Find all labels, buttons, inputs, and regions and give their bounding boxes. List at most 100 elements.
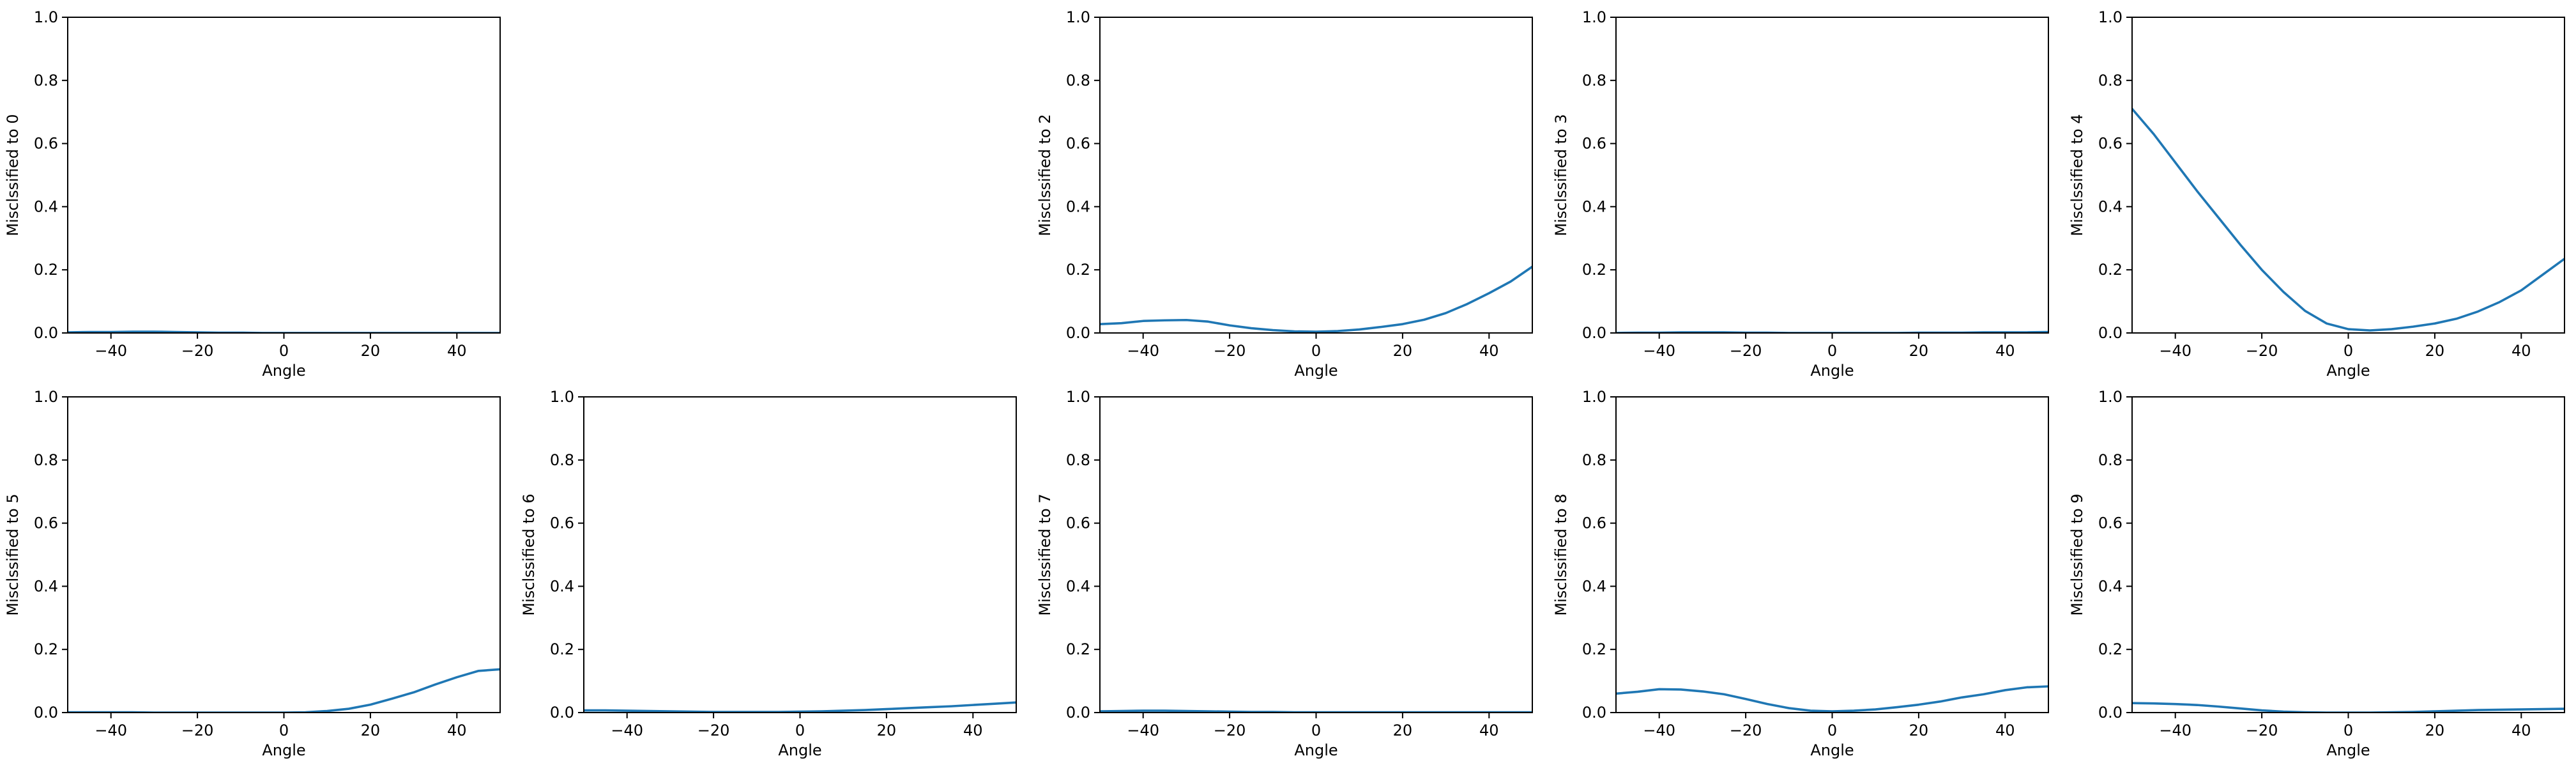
y-tick-label: 0.6 [1066,514,1090,532]
x-axis-label: Angle [1294,741,1338,759]
subplot-misclassified-2: −40 −20 0 20 40 0.0 0.2 0.4 0.6 0.8 1.0 Angle Miscls… [1036,8,1533,380]
y-tick-label: 0.0 [2098,704,2123,722]
plot-area [2132,397,2565,713]
series-line [584,701,1016,713]
x-tick-label: 40 [1995,722,2015,739]
y-axis-label: Misclssified to 7 [1036,493,1054,615]
y-tick-label: 0.4 [34,577,58,595]
y-tick-label: 0.4 [2098,577,2123,595]
y-tick-label: 0.2 [34,640,58,658]
subplot-misclassified-3: −40 −20 0 20 40 0.0 0.2 0.4 0.6 0.8 1.0 Angle Miscls… [1552,8,2049,380]
x-tick-label: −40 [2159,342,2191,360]
x-tick-label: −40 [1127,722,1159,739]
y-tick-label: 0.6 [34,135,58,153]
x-tick-label: 20 [361,342,381,360]
x-tick-label: 0 [2344,722,2353,739]
y-tick-label: 1.0 [1582,8,1606,26]
series-line [1100,265,1532,333]
x-tick-label: 0 [1311,722,1321,739]
plot-area [1100,17,1532,333]
x-axis-label: Angle [2326,741,2370,759]
subplot-misclassified-5: −40 −20 0 20 40 0.0 0.2 0.4 0.6 0.8 1.0 Angle Miscls… [4,388,501,759]
x-tick-label: 0 [279,722,289,739]
series-line [2132,702,2565,713]
y-tick-label: 1.0 [34,388,58,406]
y-tick-label: 0.4 [34,197,58,215]
x-tick-label: 40 [1479,722,1499,739]
x-axis-label: Angle [262,362,305,380]
y-tick-label: 0.4 [2098,197,2123,215]
y-tick-label: 1.0 [1582,388,1606,406]
y-axis-label: Misclssified to 3 [1552,114,1570,236]
y-axis-label: Misclssified to 6 [520,493,538,615]
y-tick-label: 0.2 [1066,261,1090,279]
x-tick-label: −20 [1214,722,1246,739]
y-tick-label: 0.6 [34,514,58,532]
subplot-misclassified-0: −40 −20 0 20 40 0.0 0.2 0.4 0.6 0.8 1.0 Angle Miscls… [4,8,501,380]
y-tick-label: 0.6 [2098,135,2123,153]
x-tick-label: 40 [963,722,983,739]
series-line [1616,685,2048,713]
x-tick-label: −40 [95,722,127,739]
y-tick-label: 0.4 [1582,197,1606,215]
subplot-misclassified-4: −40 −20 0 20 40 0.0 0.2 0.4 0.6 0.8 1.0 Angle Miscls… [2068,8,2565,380]
x-tick-label: −40 [2159,722,2191,739]
series-line [68,330,500,333]
y-tick-label: 0.8 [2098,451,2123,469]
x-tick-label: −20 [2246,722,2278,739]
y-tick-label: 0.0 [1582,324,1606,342]
y-tick-label: 0.6 [1582,135,1606,153]
x-tick-label: −20 [1730,722,1762,739]
y-tick-label: 0.2 [2098,640,2123,658]
y-axis-label: Misclssified to 2 [1036,114,1054,236]
y-axis-label: Misclssified to 4 [2068,114,2086,236]
y-tick-label: 0.8 [2098,72,2123,89]
x-tick-label: −20 [181,342,214,360]
x-axis-label: Angle [1810,362,1854,380]
x-tick-label: 20 [1393,342,1413,360]
x-tick-label: 40 [1995,342,2015,360]
x-tick-label: 0 [795,722,805,739]
y-tick-label: 0.2 [1582,261,1606,279]
subplot-misclassified-6: −40 −20 0 20 40 0.0 0.2 0.4 0.6 0.8 1.0 Angle Miscls… [520,388,1017,759]
x-tick-label: 20 [877,722,897,739]
y-tick-label: 0.4 [550,577,574,595]
y-tick-label: 1.0 [34,8,58,26]
x-tick-label: 0 [1827,342,1837,360]
x-tick-label: −40 [95,342,127,360]
x-tick-label: 40 [1479,342,1499,360]
x-tick-label: 40 [447,342,467,360]
x-tick-label: −40 [1643,722,1675,739]
y-tick-label: 0.8 [1582,451,1606,469]
subplot-misclassified-8: −40 −20 0 20 40 0.0 0.2 0.4 0.6 0.8 1.0 Angle Miscls… [1552,388,2049,759]
plot-area [68,397,500,713]
x-tick-label: 40 [2511,342,2531,360]
series-line [2132,107,2565,332]
x-tick-label: 20 [2425,722,2445,739]
y-tick-label: 0.0 [34,324,58,342]
y-tick-label: 0.4 [1582,577,1606,595]
x-tick-label: 0 [279,342,289,360]
x-tick-label: 20 [1909,722,1929,739]
x-tick-label: −20 [697,722,730,739]
plot-area [1616,397,2048,713]
y-axis-label: Misclssified to 0 [4,114,22,236]
y-tick-label: 0.2 [1066,640,1090,658]
y-tick-label: 0.0 [550,704,574,722]
y-tick-label: 0.4 [1066,577,1090,595]
y-tick-label: 0.0 [1066,324,1090,342]
x-axis-label: Angle [1810,741,1854,759]
y-tick-label: 0.8 [34,451,58,469]
x-axis-label: Angle [1294,362,1338,380]
y-tick-label: 0.0 [1066,704,1090,722]
subplot-misclassified-7: −40 −20 0 20 40 0.0 0.2 0.4 0.6 0.8 1.0 Angle Miscls… [1036,388,1533,759]
plot-area [1616,17,2048,333]
x-axis-label: Angle [778,741,821,759]
y-axis-label: Misclssified to 8 [1552,493,1570,615]
y-tick-label: 0.8 [34,72,58,89]
x-tick-label: −40 [1127,342,1159,360]
plot-area [2132,17,2565,333]
x-tick-label: 20 [1909,342,1929,360]
y-tick-label: 0.8 [1582,72,1606,89]
y-axis-label: Misclssified to 5 [4,493,22,615]
